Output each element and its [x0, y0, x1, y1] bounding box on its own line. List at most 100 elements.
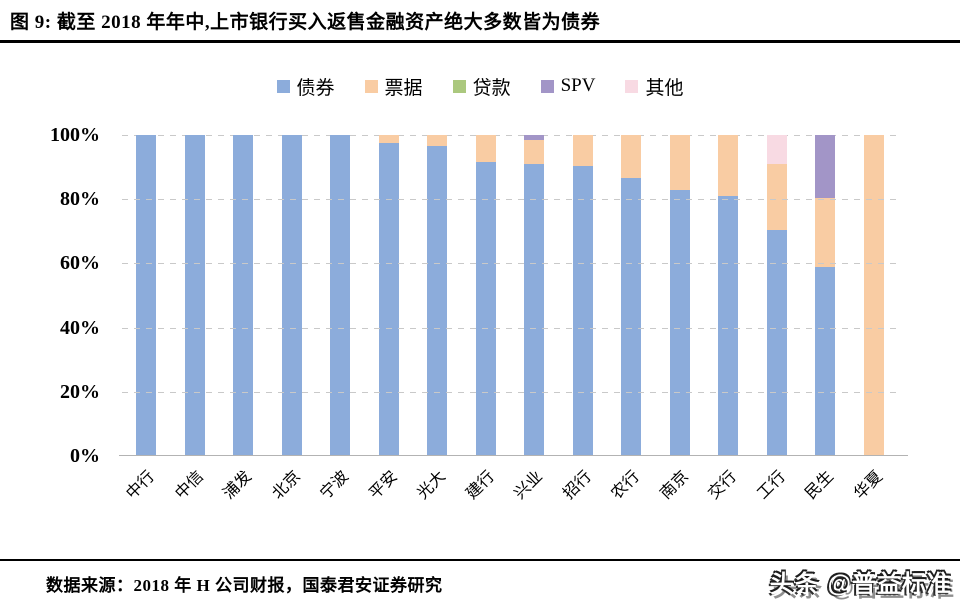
- x-tick-label: 中行: [123, 468, 159, 503]
- x-tick-label: 浦发: [220, 468, 256, 503]
- bar-segment-票据: [475, 135, 496, 163]
- bar: [669, 135, 690, 456]
- x-tick-label: 交行: [705, 468, 741, 503]
- y-tick-label: 60%: [60, 252, 100, 275]
- legend-item: 票据: [364, 73, 423, 100]
- bar-segment-票据: [863, 135, 884, 456]
- bar-segment-债券: [669, 189, 690, 456]
- legend-item: 其他: [625, 73, 683, 100]
- watermark: 头条 @普益标准: [769, 571, 952, 598]
- gridline: [122, 199, 898, 201]
- bar-segment-债券: [572, 165, 593, 456]
- legend-item: SPV: [540, 75, 595, 97]
- bar-segment-债券: [766, 229, 787, 456]
- bar-slot: [850, 135, 899, 456]
- bar-slot: [704, 135, 753, 456]
- bar-segment-债券: [136, 135, 157, 456]
- bar: [718, 135, 739, 456]
- x-tick-label: 宁波: [317, 468, 353, 503]
- bar: [330, 135, 351, 456]
- bar: [815, 135, 836, 456]
- x-axis-labels: 中行 中信 浦发 北京 宁波 平安 光大 建行 兴业 招行 农行 南京 交行 工行 民生 华夏: [122, 456, 898, 551]
- bar-segment-债券: [378, 143, 399, 456]
- legend-label: 票据: [384, 77, 423, 99]
- bar-segment-债券: [524, 163, 545, 456]
- bar-slot: [753, 135, 802, 456]
- y-tick-label: 20%: [60, 380, 100, 403]
- bar-segment-债券: [427, 146, 448, 456]
- bar: [572, 135, 593, 456]
- legend-swatch: [452, 79, 466, 93]
- legend-label: 贷款: [472, 77, 511, 99]
- title-underline: [0, 40, 960, 43]
- legend-swatch: [364, 79, 378, 93]
- bar-slot: [801, 135, 850, 456]
- bar-slot: [365, 135, 414, 456]
- legend: 债券 票据 贷款 SPV 其他: [0, 72, 960, 100]
- bar: [863, 135, 884, 456]
- gridline: [122, 391, 898, 393]
- bar-slot: [122, 135, 171, 456]
- x-tick-label: 华夏: [851, 468, 886, 503]
- bar: [184, 135, 205, 456]
- legend-swatch: [540, 79, 554, 93]
- bar-slot: [462, 135, 511, 456]
- bar-segment-债券: [475, 162, 496, 456]
- bar-segment-票据: [524, 139, 545, 164]
- bars: [122, 135, 898, 456]
- bar-segment-其他: [766, 135, 787, 164]
- legend-label: 债券: [296, 77, 335, 99]
- bar: [281, 135, 302, 456]
- bar: [136, 135, 157, 456]
- bar-segment-票据: [621, 135, 642, 179]
- bar: [766, 135, 787, 456]
- bar-slot: [656, 135, 705, 456]
- x-tick-label: 南京: [657, 468, 692, 503]
- x-tick-label: 建行: [463, 468, 498, 503]
- bar-slot: [316, 135, 365, 456]
- bar: [475, 135, 496, 456]
- bar-slot: [219, 135, 268, 456]
- y-tick-label: 100%: [50, 124, 100, 146]
- source-note: 数据来源：2018 年 H 公司财报，国泰君安证券研究: [46, 576, 443, 595]
- chart-title: 图 9: 截至 2018 年年中,上市银行买入返售金融资产绝大多数皆为债券: [10, 12, 601, 33]
- bar: [233, 135, 254, 456]
- bar-segment-SPV: [524, 135, 545, 140]
- bar-segment-SPV: [815, 135, 836, 198]
- bar-segment-票据: [766, 163, 787, 230]
- bar-segment-债券: [184, 135, 205, 456]
- x-tick-label: 工行: [754, 468, 789, 503]
- legend-item: 债券: [276, 73, 335, 100]
- bar-slot: [559, 135, 608, 456]
- legend-label: 其他: [645, 77, 684, 99]
- bar-segment-债券: [718, 196, 739, 456]
- bar-segment-票据: [427, 135, 448, 147]
- gridline: [122, 263, 898, 265]
- bar-slot: [413, 135, 462, 456]
- x-tick-label: 兴业: [511, 468, 547, 503]
- x-tick-label: 招行: [560, 468, 595, 503]
- legend-swatch: [625, 79, 639, 93]
- bar-slot: [510, 135, 559, 456]
- bar-segment-票据: [572, 135, 593, 166]
- x-tick-label: 农行: [608, 468, 644, 503]
- bar: [524, 135, 545, 456]
- gridline: [122, 135, 898, 136]
- legend-item: 贷款: [452, 73, 511, 100]
- x-axis-line: [119, 455, 908, 456]
- bar-segment-债券: [330, 135, 351, 456]
- plot-area: [119, 135, 908, 456]
- bar: [621, 135, 642, 456]
- y-axis-labels: 0% 20% 40% 60% 80% 100%: [0, 124, 112, 467]
- bar-segment-债券: [281, 135, 302, 456]
- x-tick-label: 民生: [802, 468, 838, 503]
- bar: [427, 135, 448, 456]
- bar-slot: [607, 135, 656, 456]
- x-tick-label: 中信: [172, 468, 207, 503]
- bar-segment-债券: [815, 266, 836, 456]
- bar-segment-票据: [718, 135, 739, 196]
- y-tick-label: 40%: [60, 316, 100, 339]
- bar: [378, 135, 399, 456]
- gridline: [122, 327, 898, 329]
- bar-segment-票据: [378, 135, 399, 144]
